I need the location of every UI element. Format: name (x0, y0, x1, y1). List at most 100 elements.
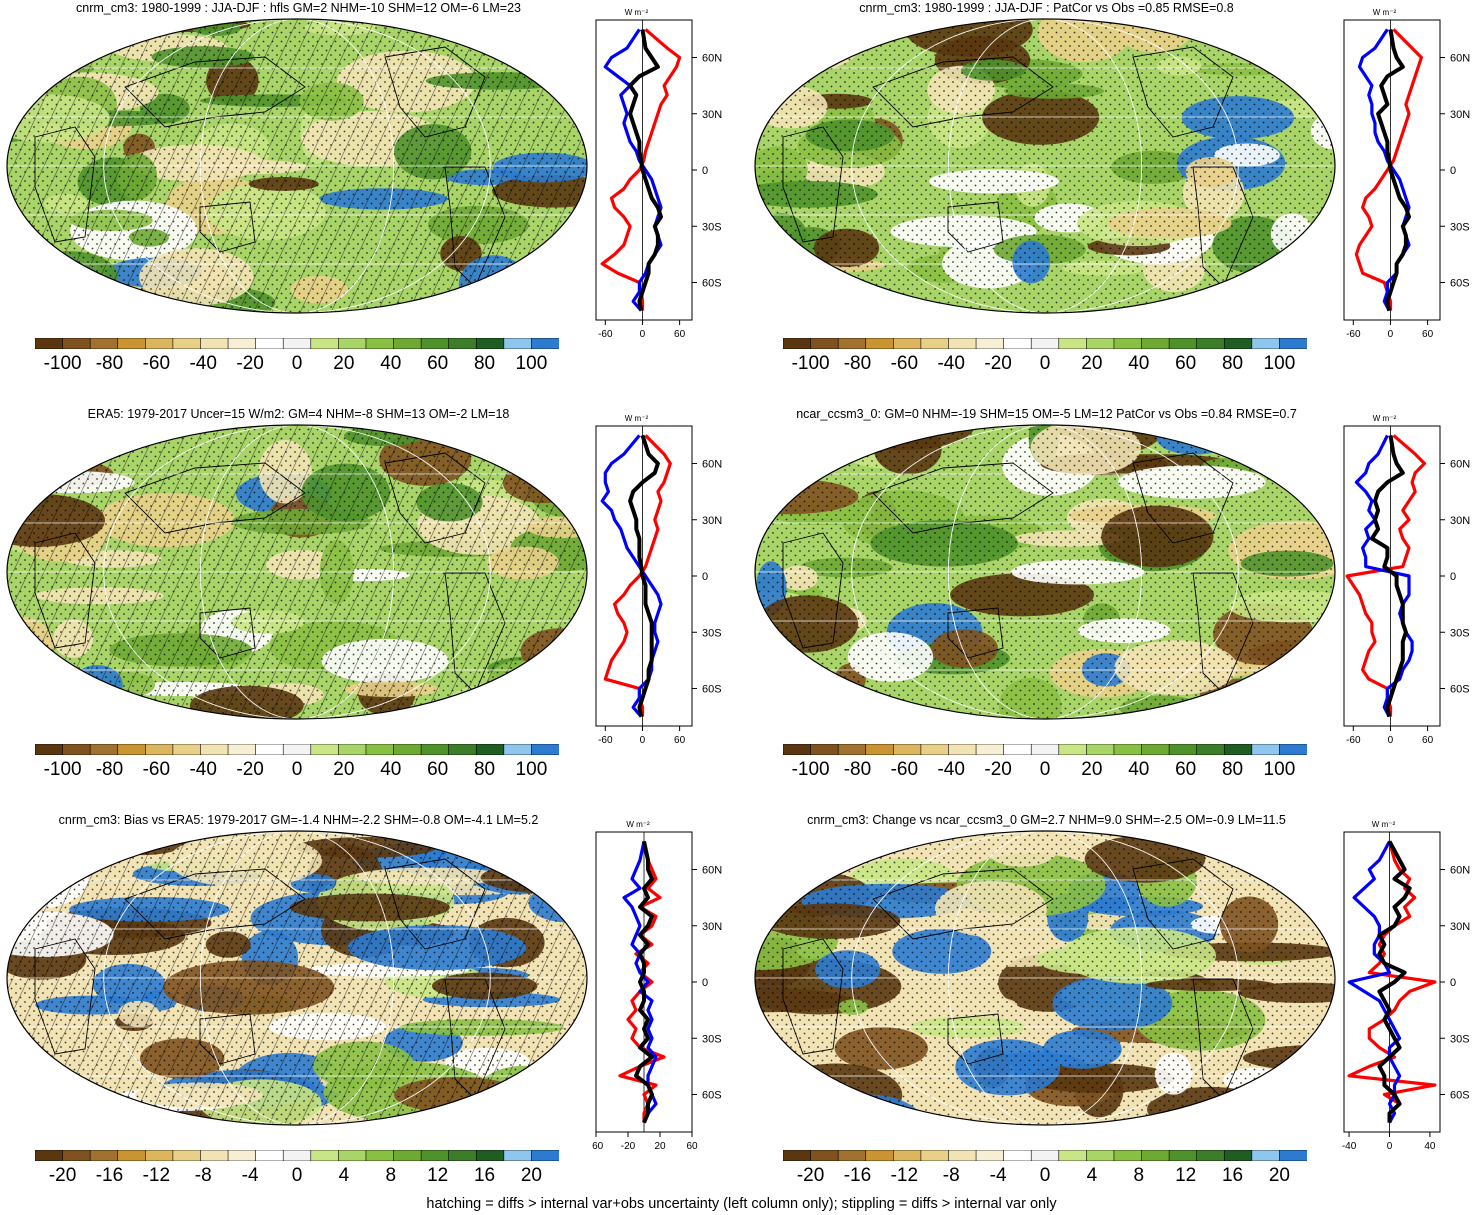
profile-line-black (1369, 435, 1408, 717)
lat-tick-label: 0 (702, 571, 708, 583)
profile-line-blue (600, 434, 663, 718)
colorbar-swatch (200, 1150, 229, 1161)
colorbar-tick-labels: -100 -80 -60 -40 -20 0 20 40 60 80 100 (35, 759, 559, 783)
colorbar-tick-label: -12 (890, 1165, 919, 1186)
colorbar-tick-label: 0 (291, 353, 303, 374)
unit-label: W m⁻² (626, 820, 650, 829)
lat-tick-label: 60S (1450, 278, 1470, 290)
panel-p5: cnrm_cm3: Bias vs ERA5: 1979-2017 GM=-1.… (0, 812, 740, 1212)
colorbar-swatch (920, 338, 950, 349)
lat-tick-label: 30S (1450, 1033, 1470, 1045)
colorbar-swatch (783, 1150, 812, 1161)
zonal-profile-plot: W m⁻² 60N 30N 0 30S 60S -60 0 60 (1343, 414, 1470, 746)
colorbar-swatch (338, 338, 367, 349)
profile-line-blue (1357, 28, 1411, 312)
lat-tick-label: 60S (702, 684, 722, 696)
colorbar-swatch (837, 1150, 867, 1161)
profile-line-red (600, 28, 682, 311)
colorbar-tick-label: 0 (1039, 1165, 1051, 1186)
lat-tick-label: 60N (1450, 53, 1470, 65)
x-tick-label: 60 (674, 735, 686, 746)
lat-tick-label: 0 (702, 977, 708, 989)
lat-tick-label: 30S (702, 221, 722, 233)
profile-line-blue (1347, 840, 1402, 1124)
colorbar-swatch (810, 338, 839, 349)
colorbar-swatch (365, 744, 395, 755)
unit-label: W m⁻² (625, 414, 649, 423)
colorbar-tick-label: 80 (473, 759, 496, 780)
colorbar-tick-label: -80 (843, 759, 872, 780)
colorbar-swatch (1030, 1150, 1060, 1161)
colorbar-swatch (62, 1150, 91, 1161)
colorbar-swatch (62, 744, 91, 755)
lat-tick-label: 0 (1450, 165, 1456, 177)
unit-label: W m⁻² (1372, 820, 1396, 829)
x-tick-label: 20 (654, 1141, 666, 1152)
colorbar-tick-label: 0 (291, 1165, 303, 1186)
colorbar-swatch (837, 744, 867, 755)
lat-tick-label: 60N (702, 459, 722, 471)
colorbar-swatch (62, 338, 91, 349)
colorbar-swatch (1113, 1150, 1143, 1161)
colorbar-tick-label: -60 (142, 759, 171, 780)
world-map (6, 424, 588, 720)
profile-line-red (603, 434, 672, 717)
colorbar-tick-label: 0 (1039, 353, 1051, 374)
world-map (754, 18, 1336, 314)
colorbar-swatch (145, 1150, 174, 1161)
colorbar-swatch (1113, 338, 1143, 349)
zonal-profile-plot: W m⁻² 60N 30N 0 30S 60S -60 0 60 (595, 414, 722, 746)
lat-tick-label: 30N (702, 515, 722, 527)
profile-line-black (1377, 840, 1412, 1123)
colorbar-swatch (282, 1150, 312, 1161)
lat-tick-label: 60N (702, 53, 722, 65)
colorbar-swatch (117, 744, 147, 755)
colorbar-swatch (1030, 744, 1060, 755)
colorbar (35, 338, 559, 349)
lat-tick-label: 60S (1450, 1090, 1470, 1102)
colorbar-swatch (1003, 744, 1033, 755)
colorbar-swatch (1279, 744, 1307, 755)
x-tick-label: 40 (1424, 1141, 1436, 1152)
colorbar-tick-label: -16 (843, 1165, 872, 1186)
lat-tick-label: 60N (1450, 459, 1470, 471)
colorbar-tick-label: -20 (984, 353, 1012, 374)
zonal-profile-plot: W m⁻² 60N 30N 0 30S 60S -60 0 60 (595, 8, 722, 340)
lat-tick-label: 30S (702, 1033, 722, 1045)
colorbar-swatch (810, 744, 839, 755)
colorbar-tick-label: 80 (1221, 353, 1244, 374)
colorbar-swatch (920, 744, 950, 755)
x-tick-label: 0 (640, 735, 646, 746)
colorbar-swatch (365, 338, 395, 349)
colorbar-swatch (1196, 1150, 1226, 1161)
colorbar-swatch (948, 338, 977, 349)
colorbar-tick-labels: -100 -80 -60 -40 -20 0 20 40 60 80 100 (783, 759, 1307, 783)
colorbar-tick-label: -60 (142, 353, 171, 374)
colorbar-swatch (227, 744, 257, 755)
colorbar-swatch (1058, 338, 1088, 349)
lat-tick-label: 60S (1450, 684, 1470, 696)
lat-tick-label: 30N (702, 109, 722, 121)
colorbar-tick-label: 40 (1128, 353, 1150, 374)
colorbar-swatch (145, 338, 174, 349)
colorbar-swatch (35, 338, 64, 349)
colorbar-swatch (35, 744, 64, 755)
colorbar-tick-label: 100 (515, 353, 548, 374)
colorbar-tick-label: 16 (1221, 1165, 1244, 1186)
x-tick-label: -60 (592, 1141, 604, 1152)
colorbar-swatch (1168, 338, 1198, 349)
colorbar-swatch (448, 1150, 478, 1161)
colorbar-tick-label: 4 (1086, 1165, 1098, 1186)
colorbar-tick-label: -20 (984, 759, 1012, 780)
colorbar-tick-labels: -20 -16 -12 -8 -4 0 4 8 12 16 20 (783, 1165, 1307, 1189)
colorbar-tick-label: -40 (937, 759, 965, 780)
colorbar-swatch (975, 744, 1005, 755)
panel-p3: ERA5: 1979-2017 Uncer=15 W/m2: GM=4 NHM=… (0, 406, 740, 806)
colorbar-tick-label: -100 (791, 353, 830, 374)
colorbar-swatch (893, 338, 922, 349)
colorbar-swatch (393, 744, 422, 755)
colorbar-swatch (282, 744, 312, 755)
unit-label: W m⁻² (625, 8, 649, 17)
colorbar-swatch (1003, 1150, 1033, 1161)
colorbar-tick-label: 12 (427, 1165, 449, 1186)
